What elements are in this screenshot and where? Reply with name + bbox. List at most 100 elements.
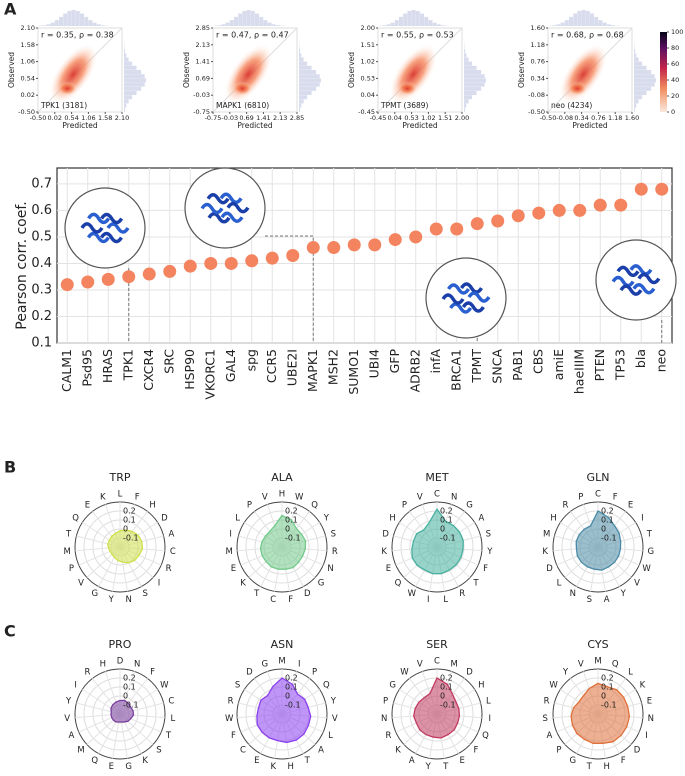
radar-category: K [100,492,106,502]
marginal-bar [124,99,129,104]
x-tick-label: 2.10 [115,114,129,122]
marginal-bar [634,57,639,62]
radar-tick-label: 0.1 [285,516,298,525]
radar-category: D [304,589,311,599]
radar-category: R [228,696,234,706]
radar-category: R [544,696,550,706]
radar-category: V [262,492,268,502]
density-blob [57,81,78,96]
data-point [204,256,218,270]
radar-category: T [646,529,653,539]
y-tick-label: -0.50 [528,108,545,116]
annotation: r = 0.68, ρ = 0.68 [551,31,624,40]
x-tick-label: SRC [161,349,176,374]
plot-area [56,167,673,344]
radar-category: L [235,514,240,524]
radar-category: C [434,490,440,500]
radar-category: E [85,501,90,511]
data-point [532,206,546,220]
marginal-bar [464,70,482,74]
radar-tick-label: 0.2 [601,507,614,516]
data-point [122,270,136,284]
radar-category: H [149,501,155,511]
marginal-bar [225,22,230,26]
data-point [614,198,628,212]
x-tick-label: 2.00 [455,114,469,122]
marginal-bar [598,20,603,26]
radar-tick-label: 0 [285,525,290,534]
x-axis-label: Predicted [237,121,272,130]
radar-tick-label: 0.1 [601,516,614,525]
radar-category: G [569,756,576,766]
radar-category: A [547,731,553,741]
marginal-bar [124,78,146,83]
radar-tick-label: 0 [601,525,606,534]
radar-category: S [587,595,592,605]
marginal-bar [634,70,652,74]
radar-category: D [634,745,641,755]
radar-title: PRO [109,638,132,651]
radar-category: A [409,756,415,766]
structure-ribbon [629,264,653,276]
radar-category: Q [72,514,79,524]
data-point [388,233,402,247]
structure-ribbon [441,293,465,305]
radar-category: V [578,659,584,669]
radar-category: F [150,668,155,678]
dataset-label: MAPK1 (6810) [216,101,269,110]
radar-category: G [389,681,396,691]
radar-category: F [474,745,479,755]
y-tick-label: 0.02 [21,91,35,99]
radar-category: W [400,668,409,678]
marginal-bar [415,10,420,26]
radar-category: Y [562,668,569,678]
data-point [163,264,177,278]
x-tick-label: -0.08 [556,114,573,122]
marginal-bar [124,49,126,53]
marginal-bar [124,53,127,58]
colorbar-tick-label: 0 [671,108,675,116]
radar-category: G [648,547,655,557]
radar-category: P [247,501,252,511]
dataset-label: TPMT (3689) [380,101,429,110]
x-tick-label: CBS [530,349,545,374]
structure-ribbon [86,231,110,244]
x-tick-label: neo [653,349,668,372]
radar-title: ASN [271,638,294,651]
x-tick-label: BRCA1 [448,349,463,391]
x-axis-label: Predicted [62,121,97,130]
y-tick-label: 1.06 [21,58,35,66]
radar-tick-label: 0.1 [123,516,136,525]
radar-category: Y [620,589,627,599]
radar-tick-label: 0.2 [123,507,136,516]
marginal-bar [464,57,469,62]
marginal-bar [299,99,304,104]
radar-category: H [288,762,294,772]
x-tick-label: 1.06 [81,114,95,122]
x-tick-label: 0.76 [591,114,605,122]
data-point [101,272,115,286]
structure-ribbon [611,275,635,288]
marginal-bar [390,22,395,26]
radar-category: R [166,564,172,574]
structure-ribbon [449,302,473,314]
marginal-bar [464,82,485,87]
structure-ribbon [447,283,471,295]
marginal-bar [464,91,477,95]
structure-ribbon [220,211,244,223]
radar-category: Q [323,681,330,691]
y-tick-label: 0.76 [531,58,545,66]
marginal-bar [585,10,590,26]
marginal-bar [464,107,466,112]
marginal-bar [573,13,578,26]
radar-category: F [483,564,488,574]
marginal-bar [63,13,68,26]
marginal-bar [420,13,424,26]
radar-area [413,677,461,739]
x-tick-label: 0.69 [239,114,253,122]
radar-tick-label: -0.1 [285,534,301,543]
marginal-bar [242,10,247,26]
data-point [142,267,156,281]
marginal-bar [299,107,301,112]
radar-title: GLN [587,471,610,484]
